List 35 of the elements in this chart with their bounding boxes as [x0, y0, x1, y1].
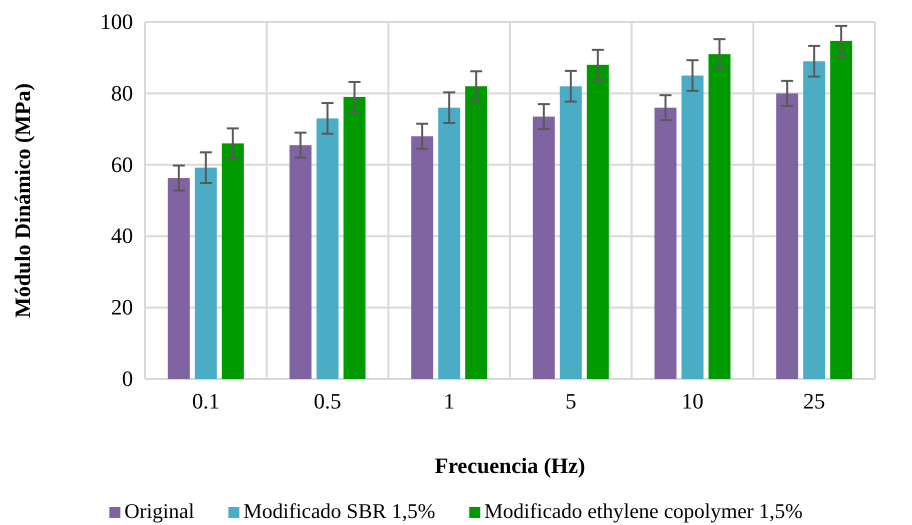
bar — [290, 145, 312, 379]
y-tick-label: 80 — [111, 80, 133, 106]
bar — [438, 108, 460, 379]
legend-label: Modificado SBR 1,5% — [243, 499, 436, 523]
x-tick-label: 5 — [565, 388, 576, 414]
y-tick-label: 20 — [111, 294, 133, 320]
x-tick-label: 0.5 — [314, 388, 342, 414]
y-axis-title: Módulo Dinámico (MPa) — [10, 83, 35, 318]
bar — [344, 96, 366, 379]
bar — [316, 118, 338, 379]
x-tick-label: 10 — [682, 388, 704, 414]
bar — [586, 64, 609, 379]
y-tick-label: 0 — [122, 366, 133, 392]
bar — [560, 86, 582, 379]
bar — [830, 40, 852, 379]
bar — [465, 86, 488, 379]
legend-label: Modificado ethylene copolymer 1,5% — [484, 499, 803, 523]
bar — [682, 76, 704, 379]
bar — [194, 168, 217, 379]
y-tick-label: 40 — [111, 223, 133, 248]
bar — [411, 136, 434, 379]
y-tick-label: 60 — [111, 152, 133, 177]
bar — [168, 178, 190, 379]
x-axis-title: Frecuencia (Hz) — [434, 453, 586, 478]
legend-label: Original — [124, 499, 194, 523]
bar — [803, 61, 826, 379]
y-tick-label: 100 — [100, 9, 133, 34]
bar — [532, 116, 555, 379]
x-tick-label: 0.1 — [192, 388, 220, 414]
bar — [222, 143, 244, 379]
bar — [654, 108, 676, 379]
bar — [776, 93, 798, 379]
x-tick-label: 25 — [803, 388, 826, 414]
bar — [708, 54, 730, 379]
x-tick-label: 1 — [444, 388, 455, 414]
